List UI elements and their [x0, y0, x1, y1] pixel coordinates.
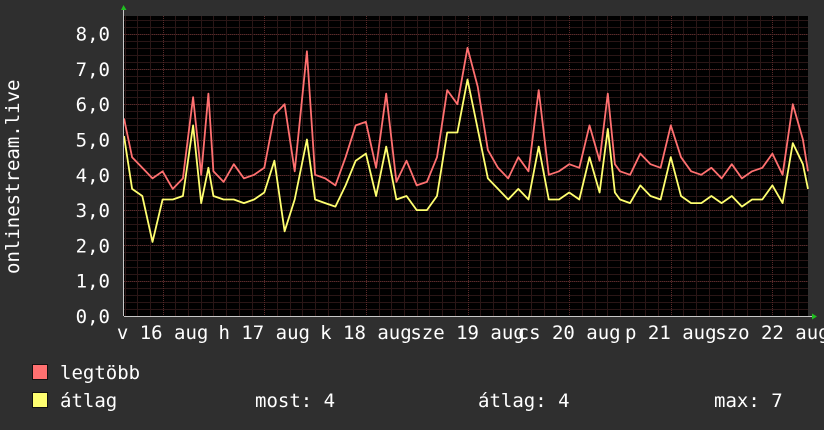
legend-item-atlag: átlag — [32, 390, 117, 412]
x-tick-label: h 17 aug — [218, 322, 310, 344]
legend-label-atlag: átlag — [60, 390, 118, 412]
legend-label-legtobb: legtöbb — [60, 362, 141, 384]
x-tick-label: k 18 aug — [320, 322, 412, 344]
series-line-legtobb — [123, 46, 809, 190]
y-tick-label: 1,0 — [76, 271, 110, 293]
y-tick-label: 2,0 — [76, 235, 110, 257]
y-tick-label: 4,0 — [76, 165, 110, 187]
x-tick-label: p 21 aug — [625, 322, 717, 344]
y-tick-label: 8,0 — [76, 24, 110, 46]
y-tick-label: 7,0 — [76, 59, 110, 81]
plot-area — [124, 16, 808, 316]
y-tick-label: 6,0 — [76, 94, 110, 116]
legend-swatch-legtobb — [32, 364, 48, 380]
y-axis-arrow — [121, 5, 127, 10]
y-tick-label: 3,0 — [76, 200, 110, 222]
y-axis-label: onlinestream.live — [2, 79, 24, 274]
stat-atlag: átlag: 4 — [478, 390, 570, 412]
x-tick-label: v 16 aug — [117, 322, 209, 344]
y-tick-label: 0,0 — [76, 306, 110, 328]
y-tick-label: 5,0 — [76, 130, 110, 152]
x-tick-label: szo 22 aug — [715, 322, 824, 344]
x-tick-label: sze 19 aug — [410, 322, 524, 344]
stat-max: max: 7 — [714, 390, 783, 412]
x-tick-label: cs 20 aug — [518, 322, 621, 344]
series-line-atlag — [123, 78, 809, 243]
legend-item-legtobb: legtöbb — [32, 362, 140, 384]
x-axis-arrow — [812, 313, 817, 320]
legend-swatch-atlag — [32, 392, 48, 408]
stat-most: most: 4 — [255, 390, 336, 412]
